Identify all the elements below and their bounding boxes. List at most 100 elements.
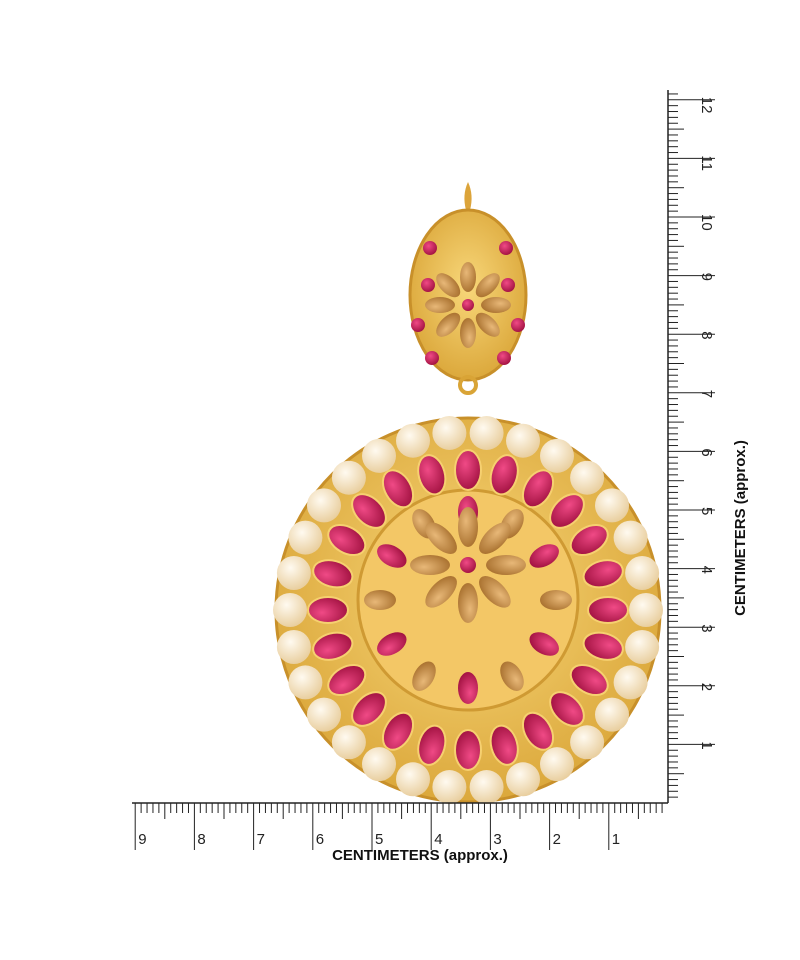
ruby-stone: [521, 711, 555, 751]
ruby-stone: [489, 724, 519, 766]
pearl: [273, 593, 307, 627]
pearl: [469, 415, 504, 450]
ruby-stone: [489, 454, 519, 496]
pearl: [306, 488, 341, 523]
pearl: [613, 520, 648, 555]
top-petal: [460, 262, 476, 292]
pearl: [570, 460, 605, 495]
topaz-stone: [540, 590, 572, 610]
pearl: [595, 488, 630, 523]
ruby-stone: [417, 454, 447, 496]
pearl: [506, 762, 541, 797]
ruler-label: 5: [698, 507, 715, 515]
flower-center: [460, 557, 476, 573]
ruby-stone: [521, 469, 555, 509]
ruby-stone: [381, 469, 415, 509]
top-ruby: [425, 351, 439, 365]
earring: [273, 182, 663, 805]
ruler-label: 8: [698, 331, 715, 339]
ruby-stone: [569, 523, 609, 557]
top-ruby: [423, 241, 437, 255]
ruby-stone: [582, 631, 624, 661]
ruler-label: 2: [553, 831, 561, 848]
flower-petal: [425, 576, 457, 608]
topaz-stone: [529, 632, 559, 656]
ruby-stone: [351, 691, 387, 727]
topaz-stone: [377, 544, 407, 568]
ruby-stone: [327, 663, 367, 697]
top-ruby: [499, 241, 513, 255]
ruby-stone: [549, 493, 585, 529]
pearl: [395, 762, 430, 797]
horizontal-ruler-title: CENTIMETERS (approx.): [332, 847, 508, 864]
ruby-stone: [587, 596, 629, 624]
pearl: [331, 460, 366, 495]
topaz-stone: [412, 661, 436, 691]
ruler-label: 6: [316, 831, 324, 848]
ruby-stone: [327, 523, 367, 557]
pearl: [625, 630, 660, 665]
flower-petal: [458, 583, 478, 623]
top-petal: [460, 318, 476, 348]
ruler-label: 6: [698, 448, 715, 456]
pearl: [540, 438, 574, 473]
top-drop: [408, 208, 528, 382]
pearl: [469, 770, 504, 805]
ruler-label: 7: [257, 831, 265, 848]
top-petal: [475, 273, 500, 298]
ruler-label: 4: [698, 566, 715, 574]
top-ruby: [511, 318, 525, 332]
pearl: [362, 438, 396, 473]
ruby-stone: [312, 559, 354, 589]
flower-petal: [479, 576, 511, 608]
topaz-stone: [377, 632, 407, 656]
ruler-label: 9: [698, 273, 715, 281]
ruler-label: 3: [698, 624, 715, 632]
flower-petal: [410, 555, 450, 575]
top-ruby: [411, 318, 425, 332]
top-petal: [425, 297, 455, 313]
ruler-label: 8: [197, 831, 205, 848]
top-ruby: [497, 351, 511, 365]
top-ruby: [421, 278, 435, 292]
flower-petal: [458, 507, 478, 547]
top-petal: [475, 312, 500, 337]
ruler-label: 1: [612, 831, 620, 848]
ruler-label: 4: [434, 831, 442, 848]
ruler-label: 12: [698, 97, 715, 114]
topaz-stone: [458, 672, 478, 704]
ruler-label: 10: [698, 214, 715, 231]
pearl: [570, 725, 605, 760]
topaz-stone: [364, 590, 396, 610]
ruler-label: 1: [698, 741, 715, 749]
ruler-label: 9: [138, 831, 146, 848]
topaz-stone: [529, 544, 559, 568]
top-petal: [436, 312, 461, 337]
ruby-stone: [417, 724, 447, 766]
topaz-stone: [500, 661, 524, 691]
pearl: [306, 697, 341, 732]
ruby-stone: [569, 663, 609, 697]
ruler-label: 11: [698, 155, 715, 171]
ruby-stone: [312, 631, 354, 661]
link: [458, 375, 478, 395]
pearl: [625, 555, 660, 590]
vertical-ruler-title: CENTIMETERS (approx.): [732, 440, 749, 616]
ruby-stone: [454, 449, 482, 491]
flower-petal: [479, 522, 511, 554]
ruler-label: 2: [698, 683, 715, 691]
pearl: [595, 697, 630, 732]
pearl: [629, 593, 663, 627]
flower-petal: [486, 555, 526, 575]
ruler-label: 5: [375, 831, 383, 848]
ruby-stone: [381, 711, 415, 751]
pearl: [432, 415, 467, 450]
pearl: [395, 423, 430, 458]
ruby-stone: [351, 493, 387, 529]
pearl: [288, 665, 323, 700]
pearl: [506, 423, 541, 458]
ruler-label: 3: [493, 831, 501, 848]
ruby-stone: [307, 596, 349, 624]
ruby-stone: [454, 729, 482, 771]
